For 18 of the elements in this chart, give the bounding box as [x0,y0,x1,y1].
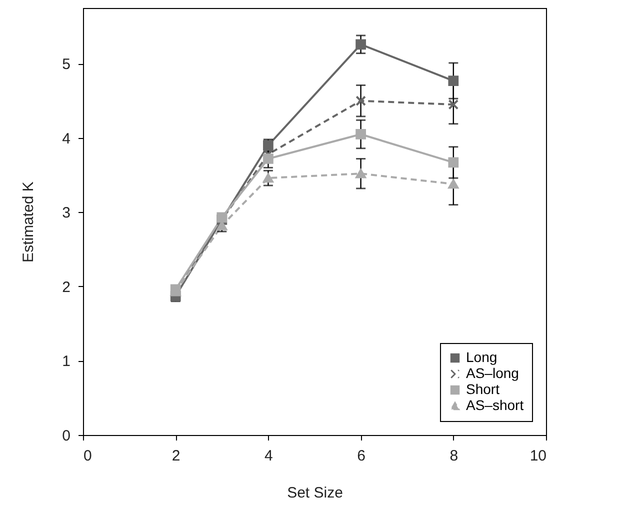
x-tick-label: 0 [84,448,92,464]
x-tick-label: 2 [172,448,180,464]
legend-label: AS–short [466,397,524,413]
x-axis-title: Set Size [287,484,343,502]
legend-label: Short [466,381,500,397]
x-tick-label: 10 [530,448,546,464]
x-tick-label: 4 [264,448,273,464]
legend-label: AS–long [466,365,519,381]
y-tick-label: 3 [62,204,70,222]
y-tick-label: 5 [62,56,70,74]
y-tick-label: 4 [62,130,70,148]
x-tick-label: 6 [357,448,366,464]
y-tick-label: 0 [62,428,70,444]
legend-label: Long [466,349,498,365]
x-tick-label: 8 [450,448,458,464]
y-tick-label: 2 [62,278,70,296]
y-tick-label: 1 [62,353,70,370]
y-axis-title: Estimated K [20,182,38,262]
